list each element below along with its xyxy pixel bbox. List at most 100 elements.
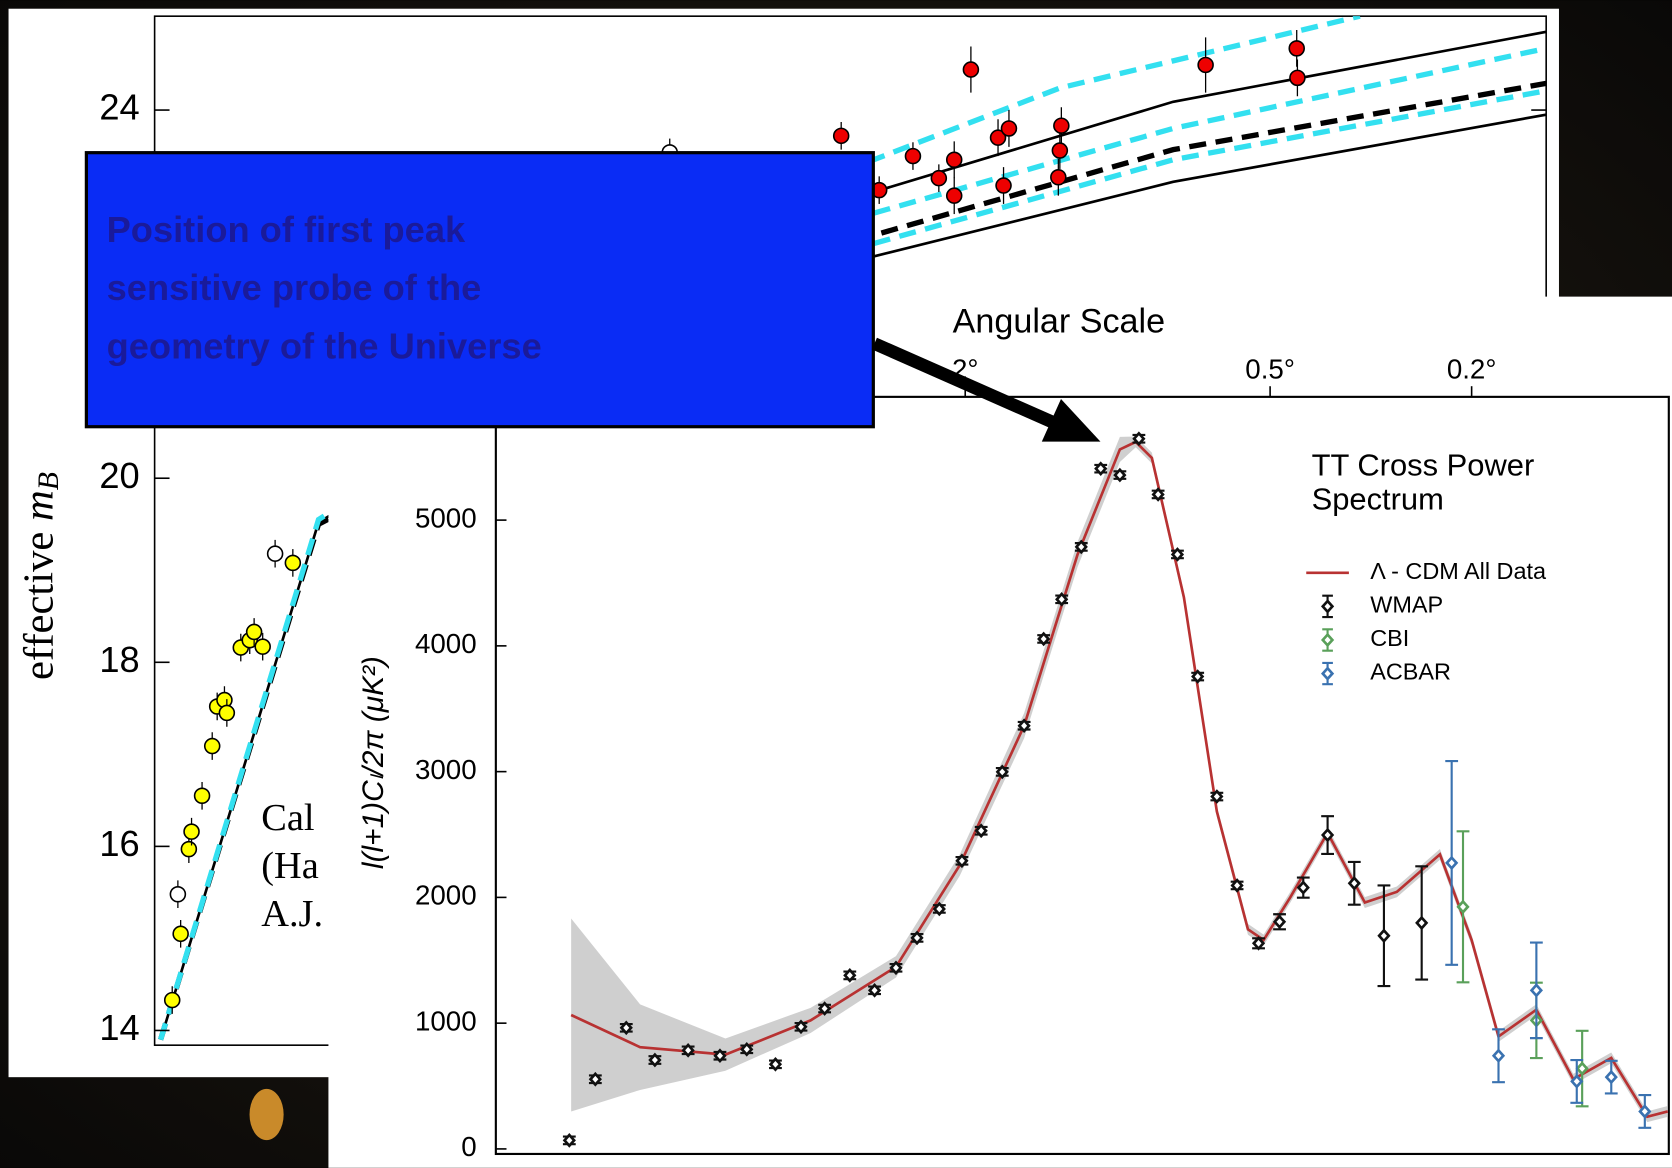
annotation-text: Cal — [261, 797, 314, 839]
data-point — [1491, 1048, 1506, 1064]
data-point — [681, 1042, 695, 1058]
y-tick-label: 16 — [99, 823, 139, 864]
y-tick-label: 18 — [99, 639, 139, 680]
data-point — [1575, 1061, 1589, 1076]
data-point — [768, 1056, 783, 1072]
data-point — [989, 129, 1007, 146]
uncertainty-band — [571, 436, 1668, 1123]
panel — [328, 296, 1672, 1168]
arrow-head — [1041, 398, 1101, 442]
y-tick-label: 4000 — [415, 628, 477, 659]
legend-label: Λ - CDM All Data — [1370, 558, 1547, 584]
data-point — [1570, 1074, 1584, 1089]
cmb-chart: Angular Scale l(l+1)Cₗ/2π (μK²) TT Cross… — [328, 296, 1672, 1168]
data-point — [254, 638, 271, 655]
data-point — [172, 925, 189, 943]
data-point — [910, 930, 924, 946]
data-point — [1170, 547, 1185, 562]
data-point — [1415, 915, 1429, 931]
data-point — [1638, 1104, 1652, 1119]
data-point — [1197, 56, 1214, 74]
annotation-text: A.J. — [261, 893, 323, 935]
callout-text: sensitive probe of the — [107, 267, 482, 308]
data-point — [1230, 878, 1244, 893]
legend-swatch — [1320, 599, 1335, 614]
plot-area — [562, 431, 1669, 1148]
data-point — [1377, 928, 1391, 944]
data-point — [818, 1001, 832, 1016]
data-point — [266, 545, 284, 562]
data-point — [794, 1019, 808, 1035]
arrow-shaft — [871, 337, 1059, 430]
data-point — [1132, 431, 1146, 447]
data-point — [1272, 914, 1287, 930]
callout: Position of first peak sensitive probe o… — [84, 151, 1101, 442]
label-symbol: m — [15, 490, 62, 521]
data-point — [183, 823, 200, 840]
data-point — [588, 1071, 602, 1087]
data-point — [1000, 120, 1018, 137]
y-axis-label: l(l+1)Cₗ/2π (μK²) — [357, 656, 390, 869]
data-point — [1037, 631, 1051, 647]
data-point — [904, 147, 922, 165]
data-point — [832, 127, 850, 145]
data-point — [163, 991, 181, 1009]
callout-text: Position of first peak — [107, 209, 466, 250]
data-point — [1191, 669, 1205, 684]
data-point — [995, 177, 1012, 194]
data-point — [843, 968, 857, 983]
data-point — [284, 554, 302, 572]
data-point — [1288, 40, 1305, 57]
data-point — [1113, 467, 1127, 483]
y-tick-label: 14 — [99, 1007, 139, 1048]
y-tick-label: 2000 — [415, 880, 477, 911]
data-point — [1296, 880, 1310, 895]
x-axis-title: Angular Scale — [953, 302, 1165, 340]
callout-text: geometry of the Universe — [107, 325, 542, 366]
data-point — [180, 840, 198, 858]
data-point — [1151, 487, 1165, 502]
label-subscript: B — [32, 472, 65, 490]
x-tick-label: 0.5° — [1245, 354, 1295, 385]
data-point — [169, 885, 187, 903]
plot-frame — [494, 395, 1670, 1156]
data-point — [1347, 875, 1361, 891]
y-tick-label: 3000 — [415, 754, 477, 785]
model-line — [872, 45, 1547, 216]
data-point — [995, 764, 1009, 780]
data-point — [1529, 983, 1543, 998]
legend-swatch — [1320, 632, 1335, 648]
data-point — [1456, 899, 1470, 915]
data-point — [1074, 539, 1088, 555]
data-point — [1053, 117, 1070, 134]
data-point — [867, 983, 882, 998]
data-point — [1321, 827, 1335, 843]
data-point — [203, 737, 221, 755]
data-point — [974, 823, 988, 839]
data-point — [218, 704, 236, 722]
galaxy — [249, 1088, 284, 1141]
data-point — [193, 787, 211, 805]
data-point — [1251, 935, 1266, 951]
data-point — [945, 151, 963, 169]
x-tick-label: 0.2° — [1447, 354, 1497, 385]
data-point — [1604, 1069, 1618, 1085]
data-point — [619, 1020, 633, 1036]
legend-label: ACBAR — [1370, 659, 1451, 685]
legend-title: Spectrum — [1312, 482, 1444, 517]
legend-label: CBI — [1370, 625, 1409, 651]
y-tick-label: 20 — [99, 455, 139, 496]
y-axis-label: effective mB — [15, 472, 65, 680]
data-point — [1210, 789, 1224, 804]
model-line — [872, 88, 1547, 247]
legend-swatch — [1320, 666, 1335, 681]
data-point — [562, 1133, 576, 1148]
data-point — [713, 1048, 727, 1064]
plot-area — [158, 16, 1547, 1041]
data-point — [1050, 168, 1067, 186]
data-point — [955, 853, 969, 869]
data-point — [932, 901, 946, 917]
legend-title: TT Cross Power — [1312, 447, 1535, 482]
y-tick-label: 1000 — [415, 1005, 477, 1036]
